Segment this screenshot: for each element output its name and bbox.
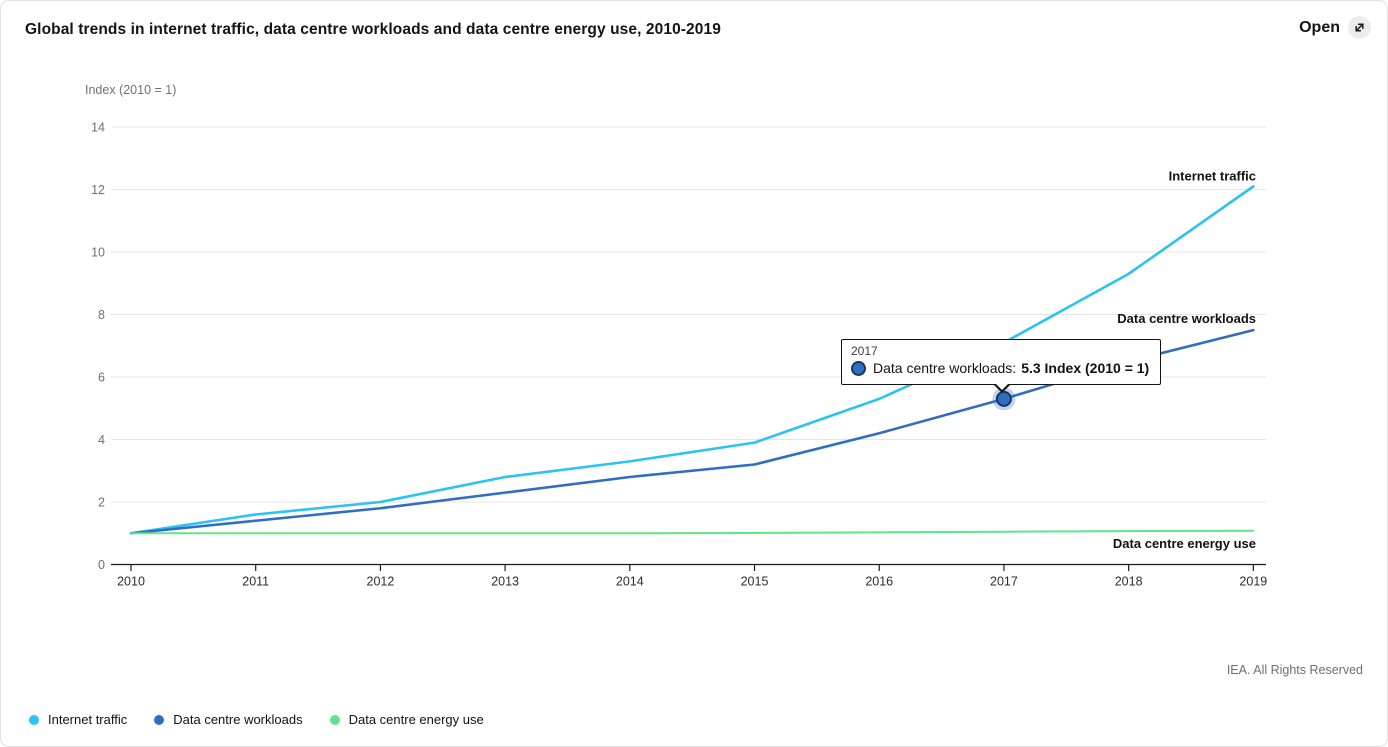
tooltip-series-label: Data centre workloads:: [873, 360, 1017, 376]
open-button[interactable]: Open: [1299, 16, 1371, 39]
x-tick-label-2019: 2019: [1239, 575, 1267, 589]
series-line-internet-traffic[interactable]: [129, 185, 1255, 535]
legend: Internet traffic Data centre workloads Dat…: [29, 712, 484, 727]
y-tick-label-4: 4: [98, 433, 105, 447]
legend-item-label: Data centre workloads: [173, 712, 303, 727]
legend-item-label: Internet traffic: [48, 712, 128, 727]
x-tick-label-2012: 2012: [367, 575, 395, 589]
x-tick-label-2015: 2015: [741, 575, 769, 589]
x-tick-label-2018: 2018: [1115, 575, 1143, 589]
legend-dot-icon: [329, 714, 340, 725]
x-tick-label-2014: 2014: [616, 575, 644, 589]
tooltip-value: 5.3 Index (2010 = 1): [1021, 360, 1150, 376]
tooltip-pointer: [993, 383, 1011, 393]
legend-item-data-centre-workloads[interactable]: Data centre workloads: [154, 712, 303, 727]
y-tick-label-14: 14: [91, 121, 105, 135]
x-tick-label-2011: 2011: [242, 575, 269, 589]
y-tick-label-10: 10: [91, 246, 105, 260]
x-tick-label-2013: 2013: [491, 575, 519, 589]
legend-item-label: Data centre energy use: [348, 712, 484, 727]
open-button-label: Open: [1299, 18, 1340, 36]
x-tick-label-2016: 2016: [865, 575, 893, 589]
page-title: Global trends in internet traffic, data …: [25, 21, 721, 38]
copyright-text: IEA. All Rights Reserved: [1226, 663, 1363, 677]
legend-item-internet-traffic[interactable]: Internet traffic: [29, 712, 127, 727]
y-tick-label-2: 2: [98, 496, 105, 510]
series-end-label-data-centre-workloads: Data centre workloads: [1117, 311, 1256, 326]
x-tick-label-2010: 2010: [117, 575, 145, 589]
tooltip-year: 2017: [851, 344, 878, 358]
y-tick-label-12: 12: [91, 183, 105, 197]
y-tick-label-6: 6: [98, 371, 105, 385]
highlighted-point-marker[interactable]: [995, 390, 1012, 407]
y-tick-label-0: 0: [98, 558, 105, 572]
tooltip-series-dot-icon: [851, 360, 866, 376]
y-axis-title: Index (2010 = 1): [85, 83, 176, 97]
series-end-label-data-centre-energy-use: Data centre energy use: [1113, 536, 1256, 551]
legend-dot-icon: [29, 714, 39, 725]
y-tick-label-8: 8: [98, 308, 105, 322]
legend-dot-icon: [154, 714, 165, 725]
x-tick-label-2017: 2017: [990, 575, 1018, 589]
expand-arrow-icon: [1348, 16, 1371, 39]
tooltip: 2017 Data centre workloads: 5.3 Index (2…: [841, 339, 1162, 393]
series-line-data-centre-energy-use[interactable]: [130, 529, 1255, 535]
tooltip-row: Data centre workloads: 5.3 Index (2010 =…: [851, 359, 1149, 377]
legend-item-data-centre-energy-use[interactable]: Data centre energy use: [329, 712, 484, 727]
series-end-label-internet-traffic: Internet traffic: [1169, 168, 1256, 183]
